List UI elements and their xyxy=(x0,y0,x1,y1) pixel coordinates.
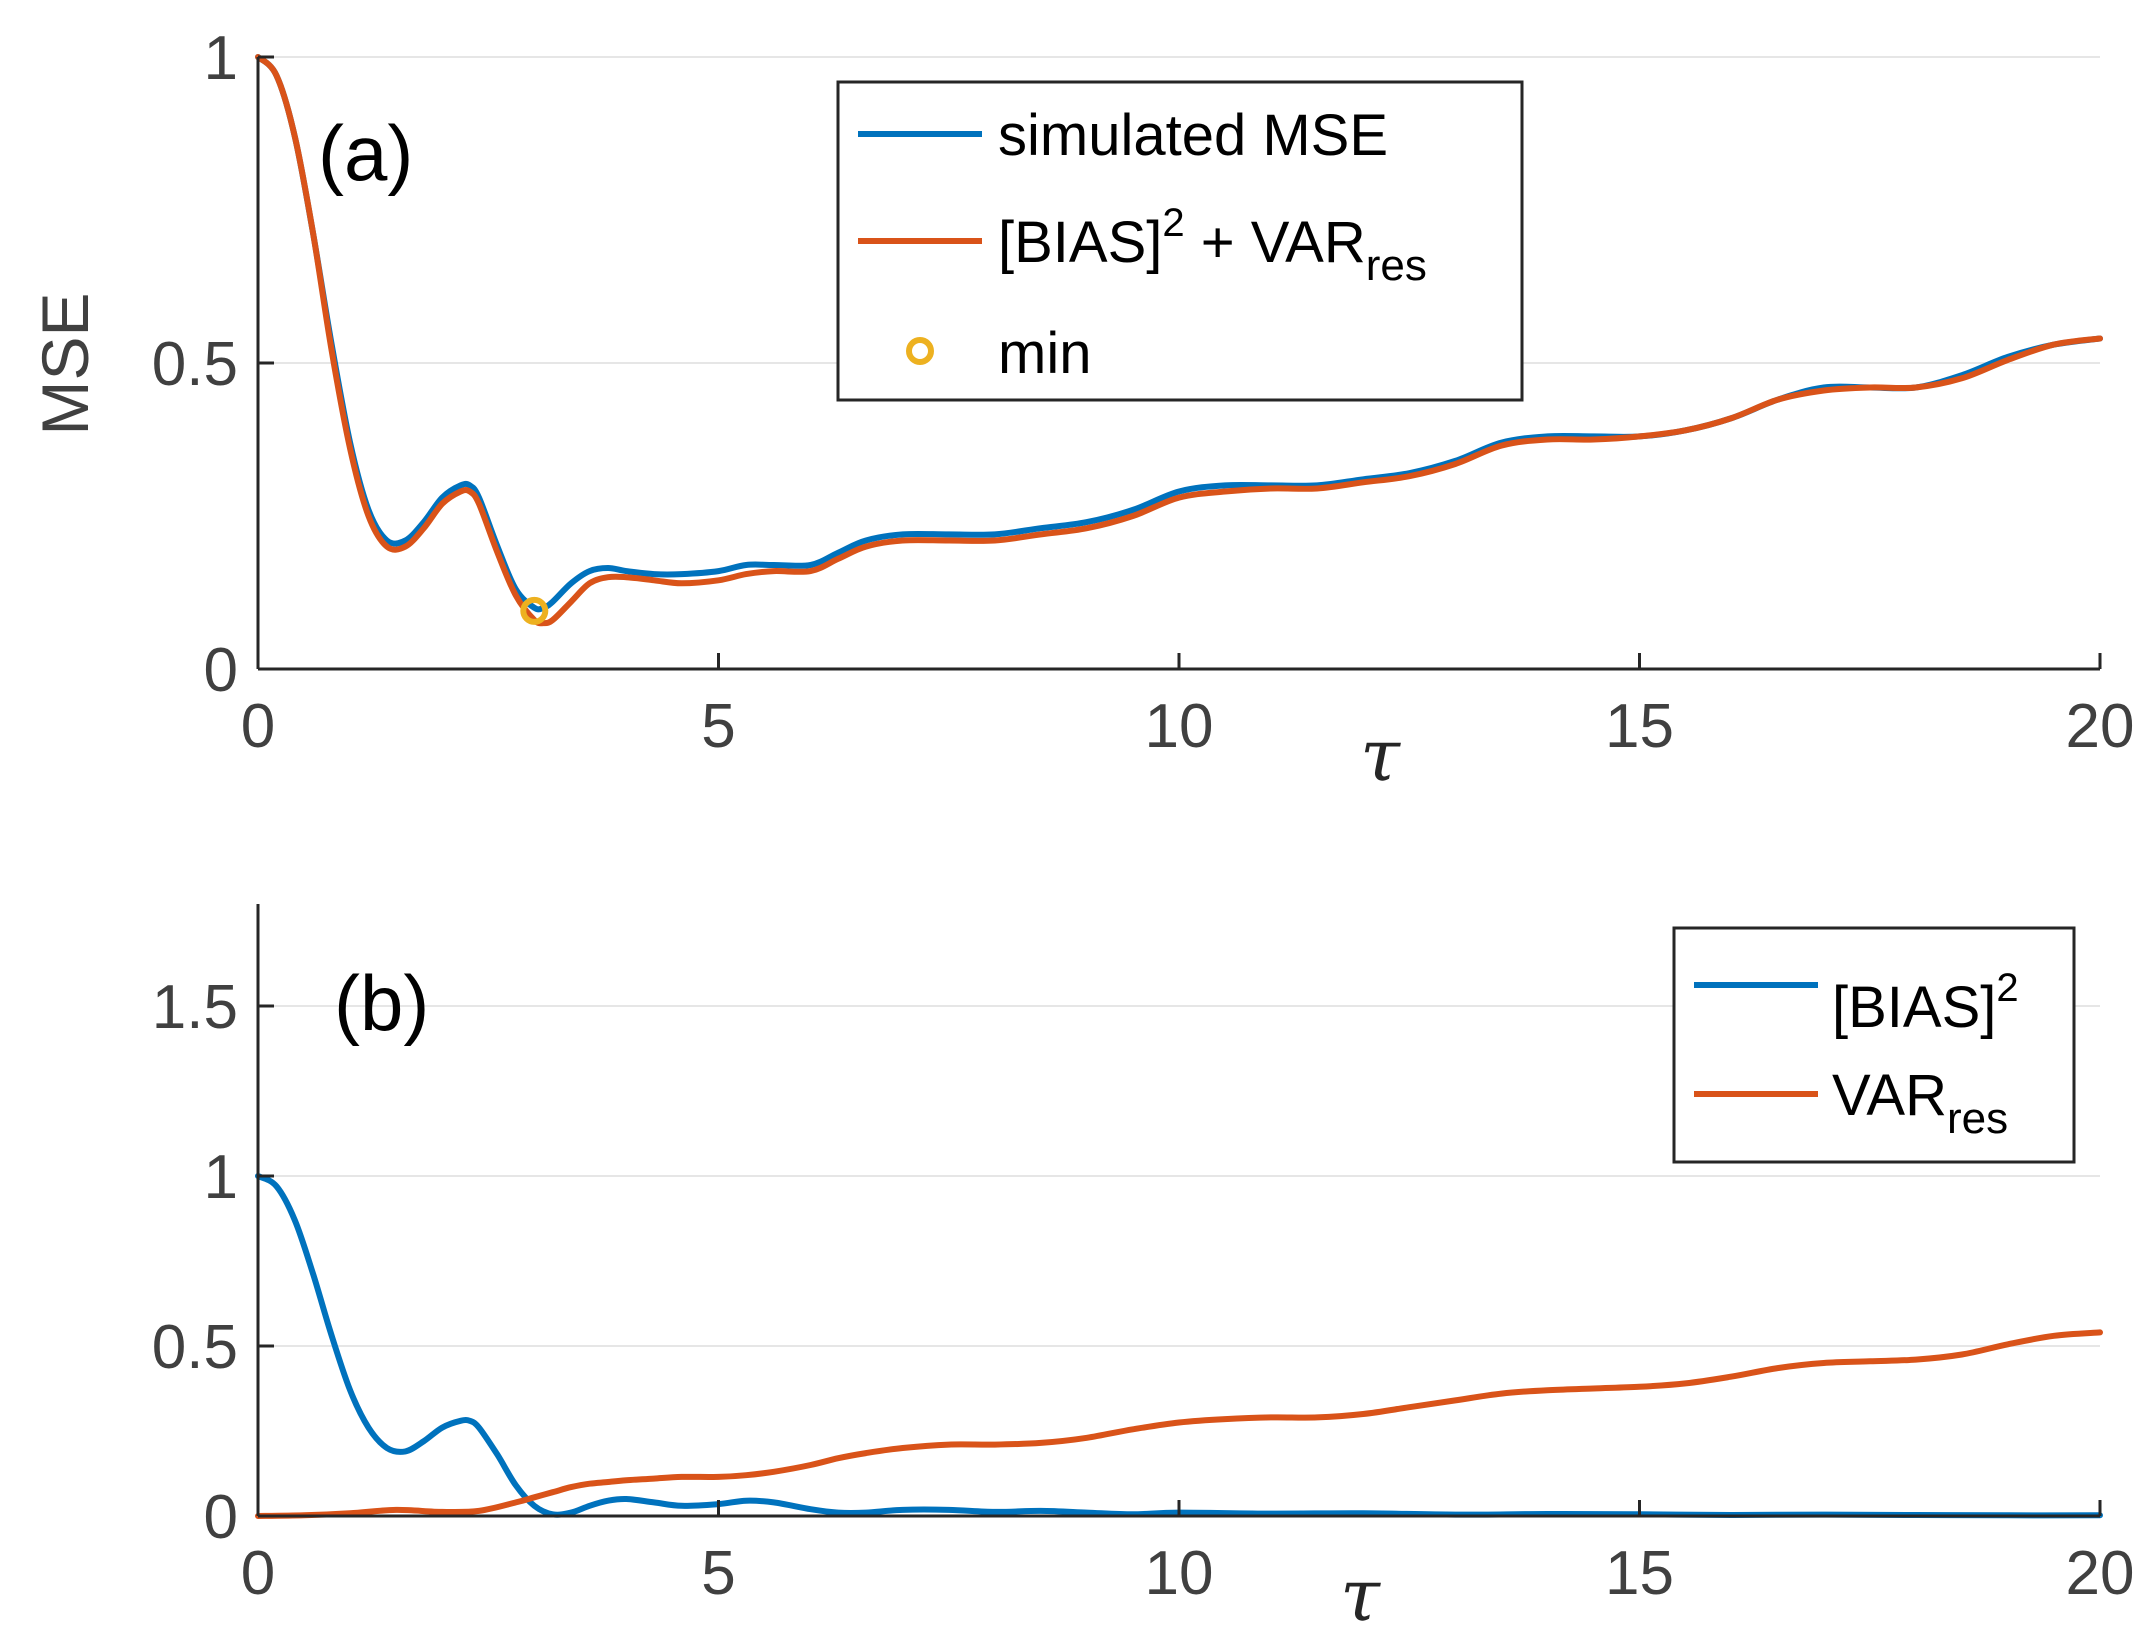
a-legend-label-mse: simulated MSE xyxy=(998,103,1388,168)
a-legend-sum-sup: 2 xyxy=(1162,201,1184,245)
b-ticks: 0 0.5 1 1.5 0 5 10 15 20 xyxy=(152,973,2135,1608)
b-legend-bias-text: [BIAS] xyxy=(1832,975,1996,1040)
b-ytick-label: 1 xyxy=(204,1143,238,1212)
b-legend-bias-sup: 2 xyxy=(1996,966,2018,1010)
a-xlabel: τ xyxy=(1360,713,1401,797)
a-legend-label-sum: [BIAS]2 + VARres xyxy=(998,201,1427,290)
b-ytick-label: 0.5 xyxy=(152,1313,238,1382)
b-legend-var-sub: res xyxy=(1947,1094,2008,1143)
a-xtick-label: 20 xyxy=(2066,692,2135,761)
b-legend-var-text: VAR xyxy=(1832,1063,1947,1128)
a-ticks: 00.510 5 10 15 20 xyxy=(152,24,2135,761)
a-legend-sum-sub: res xyxy=(1366,241,1427,290)
a-xtick-label: 10 xyxy=(1145,692,1214,761)
a-legend-label-min: min xyxy=(998,321,1091,386)
b-xtick-label: 20 xyxy=(2066,1539,2135,1608)
a-legend: simulated MSE [BIAS]2 + VARres min xyxy=(836,80,1524,402)
b-legend-label-var: VARres xyxy=(1832,1063,2008,1143)
b-ytick-label: 0 xyxy=(204,1483,238,1552)
b-legend: [BIAS]2 VARres xyxy=(1672,926,2076,1164)
a-ylabel: MSE xyxy=(28,292,102,435)
b-legend-box xyxy=(1672,926,2076,1164)
b-series-line-2 xyxy=(255,1329,2103,1519)
a-marker-min xyxy=(520,596,549,625)
b-xtick-label: 5 xyxy=(701,1539,735,1608)
a-ytick-label: 0 xyxy=(204,636,238,705)
a-legend-sum-tail: + VAR xyxy=(1185,210,1366,275)
b-legend-label-bias: [BIAS]2 xyxy=(1832,966,2019,1040)
a-ytick-label: 1 xyxy=(204,24,238,93)
b-ytick-label: 1.5 xyxy=(152,973,238,1042)
b-xtick-label: 10 xyxy=(1145,1539,1214,1608)
b-xtick-label: 15 xyxy=(1605,1539,1674,1608)
a-ytick-label: 0.5 xyxy=(152,330,238,399)
a-series xyxy=(255,54,2103,627)
a-markers xyxy=(520,596,549,625)
a-xtick-label: 15 xyxy=(1605,692,1674,761)
a-panel-label: (a) xyxy=(318,109,413,197)
a-xtick-label: 0 xyxy=(241,692,275,761)
b-xtick-label: 0 xyxy=(241,1539,275,1608)
a-legend-sum-bias: [BIAS] xyxy=(998,210,1162,275)
a-series-line-2 xyxy=(255,54,2103,627)
panel-b: 0 0.5 1 1.5 0 5 10 15 20 (b) τ [BIAS]2 VARres xyxy=(152,904,2135,1637)
panel-a: 00.510 5 10 15 20 (a) MSE τ simulated MSE [B… xyxy=(28,24,2134,797)
b-panel-label: (b) xyxy=(334,959,429,1047)
b-xlabel: τ xyxy=(1340,1553,1381,1637)
a-xtick-label: 5 xyxy=(701,692,735,761)
a-legend-marker-min xyxy=(906,337,934,365)
